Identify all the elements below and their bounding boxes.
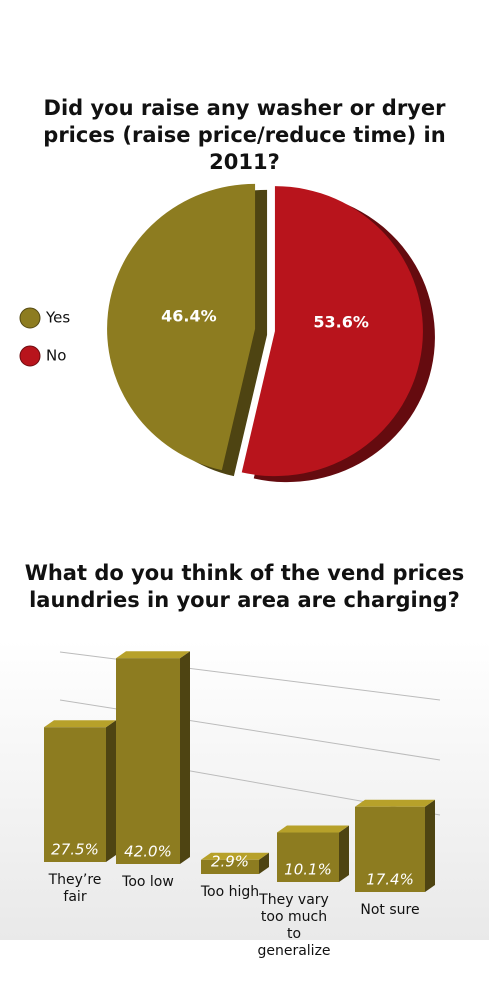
value-label: 10.1% [284, 861, 332, 879]
bar [44, 727, 106, 862]
pie-slice [107, 183, 256, 471]
bar-side [259, 852, 269, 874]
bar [201, 859, 259, 874]
legend-label: No [46, 347, 66, 365]
bar [116, 658, 180, 864]
x-tick-label: They’re fair [48, 872, 102, 905]
legend-label: Yes [45, 309, 70, 327]
chart-title: Did you raise any washer or dryer prices… [43, 96, 446, 174]
value-label: 42.0% [124, 843, 172, 861]
legend-swatch [19, 307, 41, 329]
value-label: 46.4% [161, 307, 217, 326]
bar [355, 806, 425, 892]
bar-side [180, 651, 190, 864]
bar-top [116, 651, 190, 659]
value-label: 53.6% [313, 312, 369, 331]
x-tick-label: Not sure [360, 902, 420, 918]
x-tick-label: Too high [200, 884, 260, 900]
bar-top [277, 825, 349, 833]
bar-side [106, 720, 116, 862]
bar-side [425, 799, 435, 892]
bar [277, 832, 339, 882]
bar-top [355, 799, 435, 807]
pie-slice [241, 186, 423, 477]
value-label: 2.9% [211, 853, 249, 871]
legend-swatch [19, 345, 41, 367]
value-label: 27.5% [51, 841, 99, 859]
bar-side [339, 825, 349, 882]
chart-title: What do you think of the vend prices lau… [24, 561, 465, 612]
bar-top [201, 852, 269, 860]
value-label: 17.4% [366, 871, 414, 889]
x-tick-label: They vary too much to generalize [257, 892, 331, 959]
x-tick-label: Too low [122, 874, 174, 890]
bar-top [44, 720, 116, 728]
